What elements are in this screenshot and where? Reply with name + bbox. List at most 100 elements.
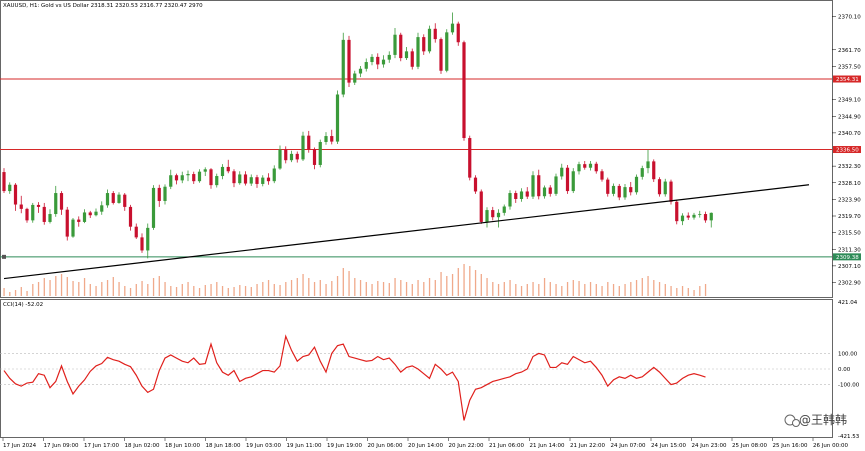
candle-body [709,212,713,221]
volume-bar [187,282,189,296]
candle-body [318,141,322,165]
candle-body [686,215,690,218]
volume-bar [181,284,183,296]
volume-bar [526,284,528,296]
candle-body [324,136,328,142]
candle-body [341,39,345,95]
candle-body [571,171,575,192]
volume-bar [221,286,224,296]
time-tick-label: 24 Jun 23:00 [692,443,727,449]
volume-bar [612,284,615,296]
candle-body [514,193,518,199]
candle-body [548,187,552,194]
candle-body [82,212,87,222]
volume-bar [446,276,448,296]
volume-bar [152,278,155,296]
candle-body [422,37,426,52]
candle-body [48,214,52,222]
price-tick-label: 2332.30 [838,164,861,170]
candle-body [151,187,156,228]
candle-body [272,168,276,182]
price-tick-label: 2307.10 [838,264,861,270]
candle-body [261,177,265,184]
candle-body [646,161,650,169]
price-tick-label: 2340.70 [838,131,861,137]
candle-body [565,167,570,192]
candle-body [456,23,460,43]
volume-bar [129,288,132,296]
price-panel-frame [0,0,833,298]
volume-bar [371,284,373,296]
wechat-icon-bubble [792,419,800,427]
candle-body [468,138,472,178]
volume-bar [658,282,661,296]
time-tick-label: 19 Jun 19:00 [327,443,362,449]
candle-body [508,193,512,207]
volume-bar [348,271,350,296]
price-tag-middle [833,146,861,154]
candle-body [209,169,213,186]
candle-body [427,28,432,52]
candle-body [611,185,616,194]
volume-bar [704,284,707,296]
candle-body [180,175,184,181]
candle-body [537,175,541,197]
volume-bar [457,268,459,296]
volume-bar [43,278,45,296]
volume-bar [538,284,540,296]
volume-bar [434,280,436,296]
candle-body [445,32,449,71]
volume-bar [319,280,321,296]
volume-bar [313,282,316,296]
watermark-text: @王韩韩 [799,412,847,427]
candle-body [560,167,564,177]
candle-body [59,193,64,210]
volume-bar [342,268,344,296]
candle-body [370,56,374,63]
candle-body [197,171,202,182]
volume-bar [497,284,500,296]
volume-bar [394,278,396,296]
volume-bar [135,284,137,296]
cci-tick-label: -421.53 [838,434,860,440]
level-anchor-marker[interactable] [2,254,6,259]
candle-body [128,206,133,227]
candle-body [410,51,414,67]
volume-bar [451,274,454,296]
volume-bar [405,282,408,296]
time-tick-label: 17 Jun 2024 [3,443,37,449]
candle-body [111,193,115,203]
candle-body [174,175,179,181]
volume-bar [141,281,143,296]
candle-body [186,174,190,176]
price-axis: 2370.10 2361.70 2357.50 2349.10 2344.90 2340.… [832,15,861,306]
candle-body [71,219,75,237]
cci-panel-frame [0,299,833,438]
time-tick-label: 18 Jun 10:00 [165,443,200,449]
candle-body [117,194,121,203]
volume-bar [365,282,367,296]
candle-body [295,153,299,160]
candle-body [25,208,29,221]
trendline[interactable] [3,184,810,280]
volume-bar [198,288,201,296]
price-tick-label: 2370.10 [838,15,861,21]
candle-body [77,219,81,222]
volume-bar [555,284,557,296]
cci-indicator-label: CCI(14) -52.02 [3,302,43,308]
candle-body [163,186,167,201]
volume-bar [3,288,5,296]
time-tick-label: 17 Jun 09:00 [44,443,79,449]
candle-body [169,175,173,187]
volume-bar [595,284,597,296]
volume-bar [26,291,28,296]
volume-bar [273,284,275,296]
candle-body [376,56,380,65]
candle-body [42,206,46,222]
time-tick-label: 25 Jun 08:00 [732,443,767,449]
candle-body [623,187,627,198]
volume-bars [3,264,707,296]
volume-bar [302,274,304,296]
candle-body [243,174,248,184]
